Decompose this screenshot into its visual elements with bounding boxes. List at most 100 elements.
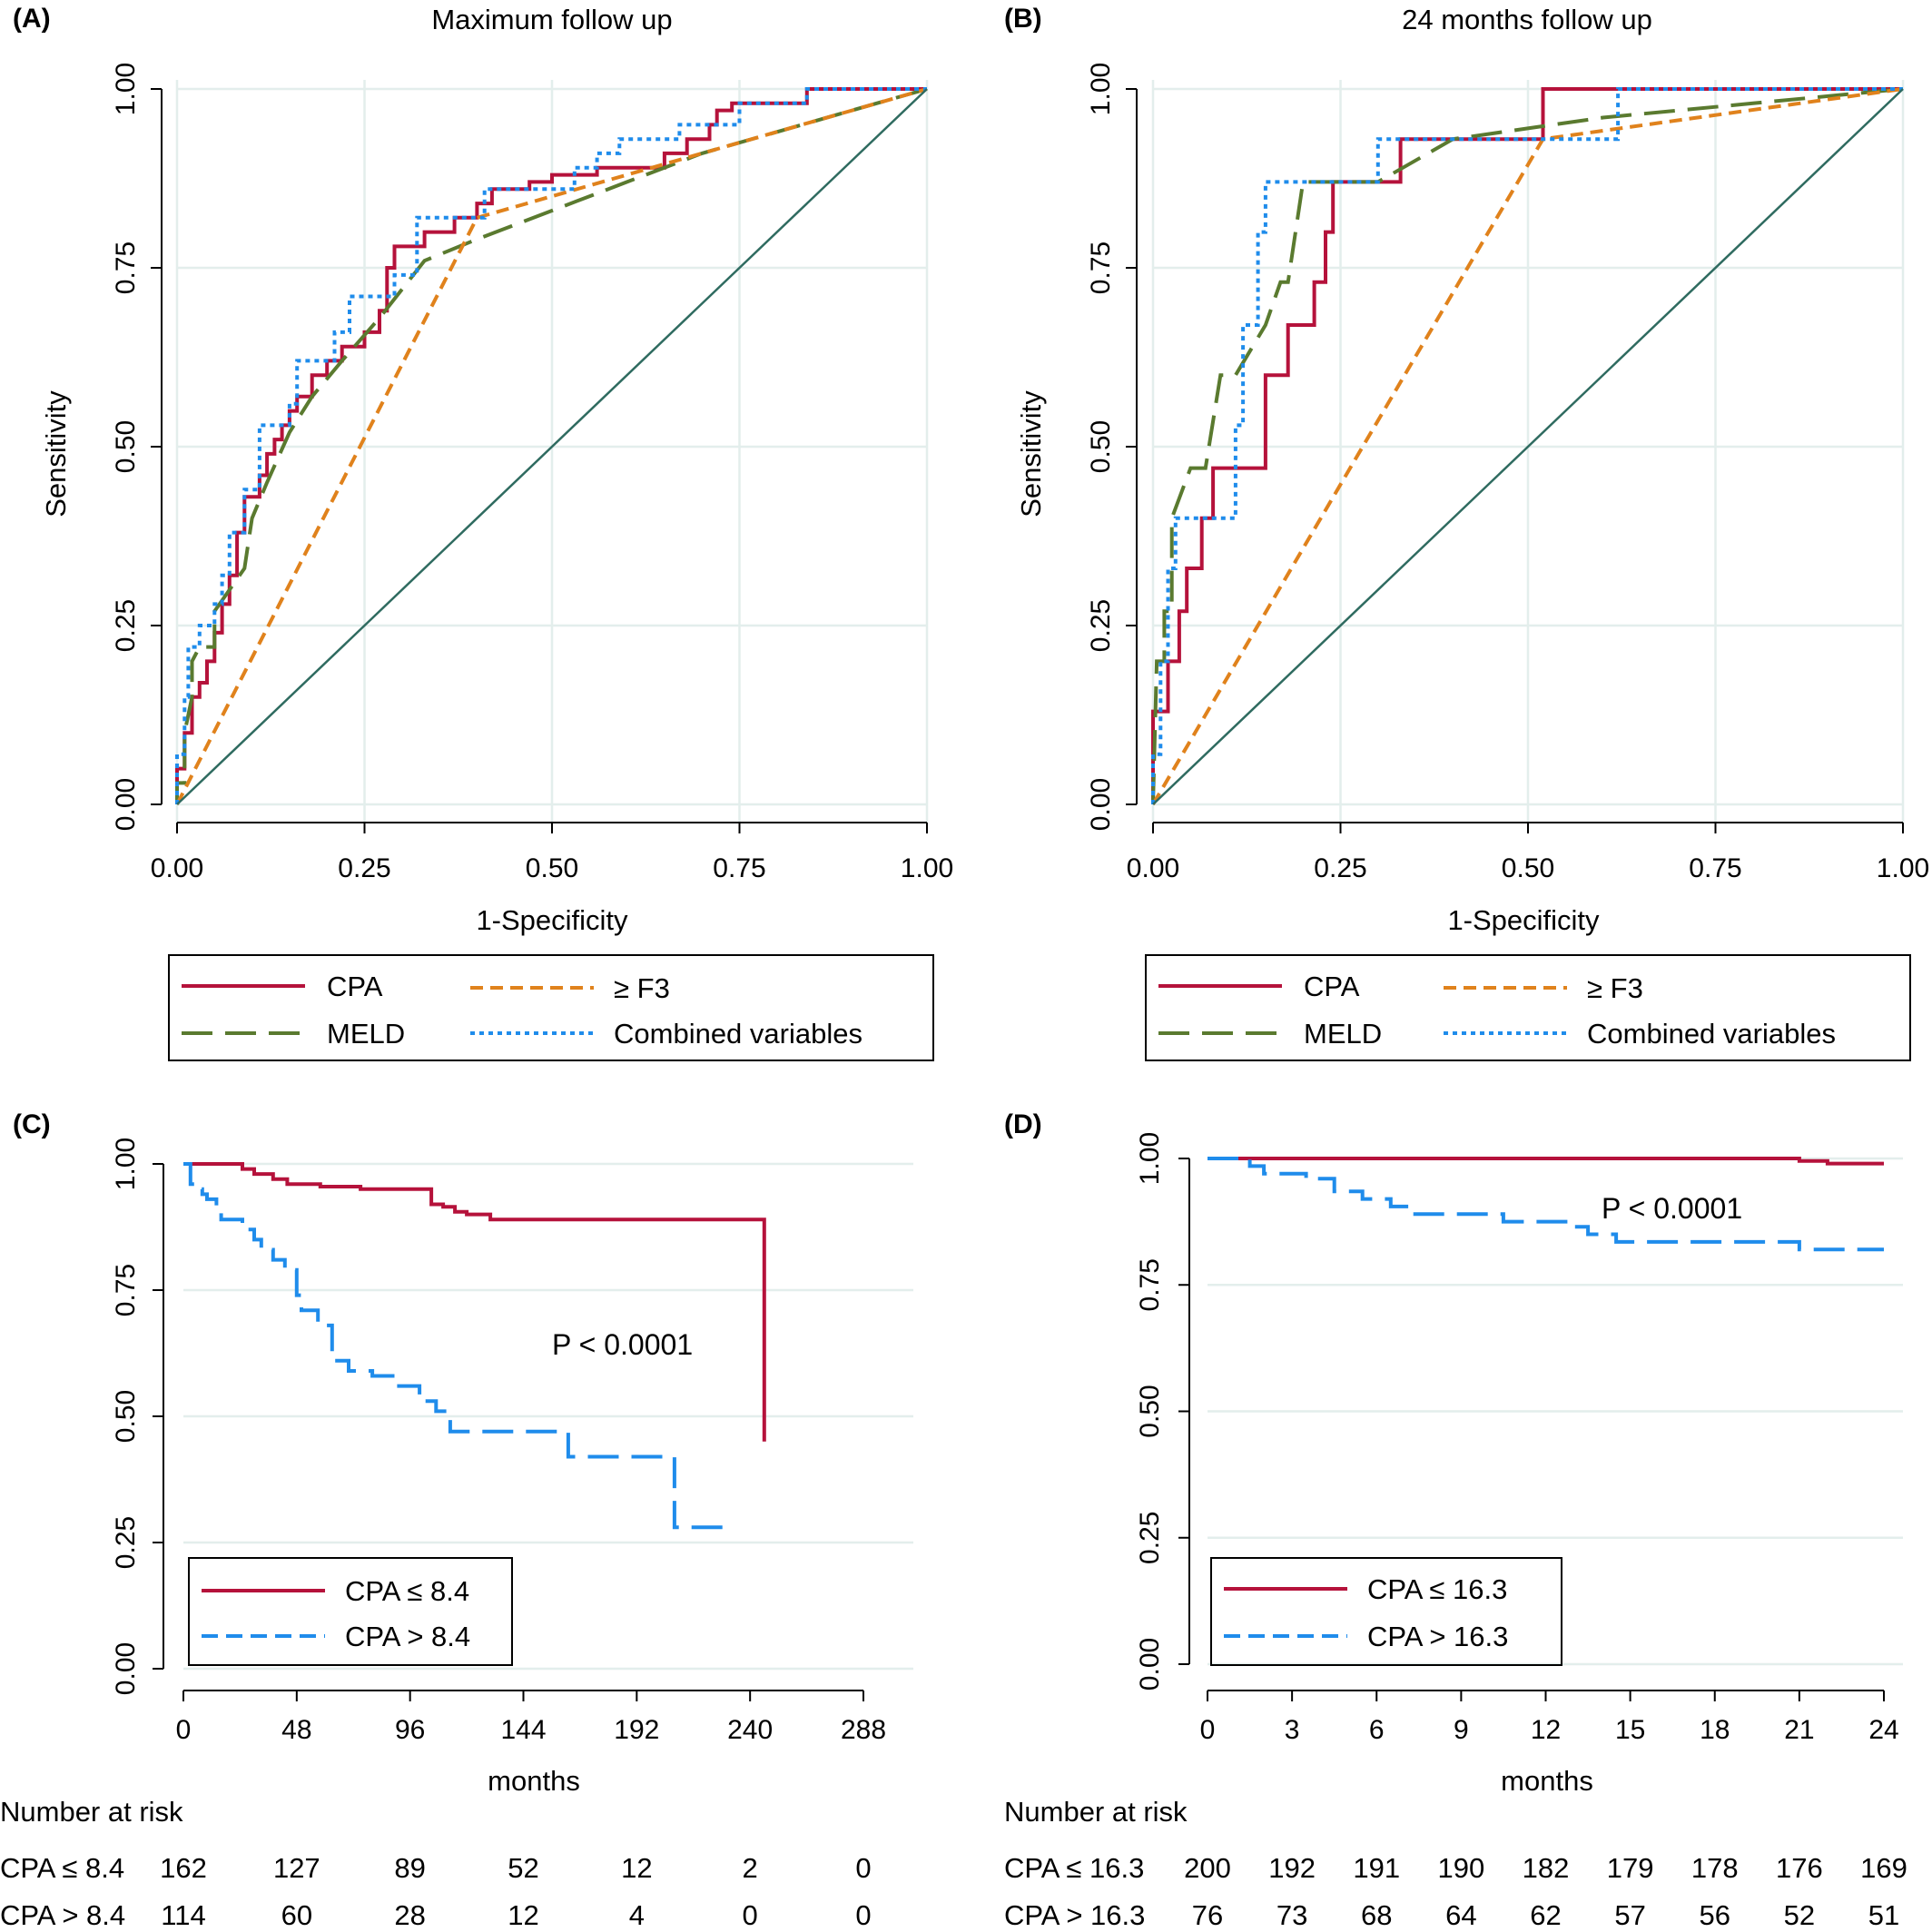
risk-value: 62 [1530, 1899, 1561, 1931]
x-tick-label: 96 [395, 1715, 425, 1745]
risk-row-label: CPA ≤ 8.4 [0, 1852, 124, 1884]
risk-value: 89 [394, 1852, 425, 1884]
panel-c-legend: CPA ≤ 8.4 CPA > 8.4 [188, 1557, 513, 1666]
risk-value: 64 [1445, 1899, 1476, 1931]
legend-label-combined: Combined variables [614, 1018, 862, 1050]
panel-d-pvalue: P < 0.0001 [1602, 1192, 1742, 1225]
series-line-combined-variables [1151, 87, 1903, 804]
panel-d-label: (D) [1004, 1109, 1042, 1139]
y-tick-label: 0.75 [111, 242, 141, 294]
y-tick-label: 0.50 [1086, 420, 1116, 473]
series-line-f3 [175, 87, 928, 805]
legend-box [168, 954, 934, 1061]
x-tick-label: 0.50 [526, 853, 578, 883]
panel-d-legend: CPA ≤ 16.3 CPA > 16.3 [1210, 1557, 1562, 1666]
risk-value: 200 [1184, 1852, 1231, 1884]
y-tick-label: 0.25 [111, 599, 141, 652]
y-tick-label: 0.50 [111, 1390, 141, 1443]
y-tick-label: 0.75 [111, 1264, 141, 1316]
legend-label-f3: ≥ F3 [614, 972, 670, 1004]
x-tick-label: 0.00 [151, 853, 203, 883]
risk-value: 4 [629, 1899, 645, 1931]
legend-box [188, 1557, 513, 1666]
x-tick-label: 21 [1784, 1715, 1814, 1745]
risk-value: 179 [1607, 1852, 1654, 1884]
x-tick-label: 1.00 [1877, 853, 1929, 883]
y-tick-label: 0.00 [111, 778, 141, 831]
x-tick-label: 0.75 [713, 853, 765, 883]
y-tick-label: 0.00 [111, 1642, 141, 1695]
y-tick-label: 0.50 [1135, 1385, 1165, 1437]
panel-a-label: (A) [13, 4, 51, 34]
legend-label-combined: Combined variables [1587, 1018, 1836, 1050]
x-tick-label: 144 [500, 1715, 546, 1745]
panel-b: (B) 24 months follow up Sensitivity 1-Sp… [1004, 4, 1929, 936]
risk-row-label: CPA > 8.4 [0, 1899, 125, 1931]
risk-value: 178 [1691, 1852, 1739, 1884]
y-tick-label: 1.00 [111, 63, 141, 115]
risk-row-label: CPA ≤ 16.3 [1004, 1852, 1144, 1884]
y-tick-label: 0.75 [1086, 242, 1116, 294]
panel-c-pvalue: P < 0.0001 [552, 1328, 693, 1361]
x-tick-label: 0.25 [338, 853, 390, 883]
x-tick-label: 1.00 [901, 853, 953, 883]
series-line-meld [175, 87, 928, 804]
x-tick-label: 288 [841, 1715, 886, 1745]
risk-table-title: Number at risk [0, 1796, 183, 1828]
risk-value: 73 [1276, 1899, 1307, 1931]
y-tick-label: 0.00 [1086, 778, 1116, 831]
x-tick-label: 0.00 [1127, 853, 1179, 883]
panel-a-xlabel: 1-Specificity [476, 904, 628, 936]
legend-label-low-cpa: CPA ≤ 16.3 [1367, 1573, 1507, 1605]
x-tick-label: 0.25 [1314, 853, 1366, 883]
x-tick-label: 24 [1868, 1715, 1898, 1745]
y-tick-label: 0.50 [111, 420, 141, 473]
risk-value: 28 [394, 1899, 425, 1931]
x-tick-label: 6 [1369, 1715, 1385, 1745]
y-tick-label: 0.00 [1135, 1638, 1165, 1690]
series-line-combined-variables [175, 87, 927, 804]
series-line-reference [1152, 88, 1904, 805]
series-line-reference [176, 88, 928, 805]
risk-table-d: Number at risk CPA ≤ 16.3 CPA > 16.3 200… [1004, 1796, 1907, 1931]
risk-value: 52 [1784, 1899, 1815, 1931]
risk-value: 190 [1438, 1852, 1485, 1884]
y-tick-label: 0.25 [111, 1516, 141, 1569]
x-tick-label: 0.50 [1502, 853, 1554, 883]
risk-value: 176 [1776, 1852, 1823, 1884]
risk-value: 169 [1860, 1852, 1907, 1884]
risk-value: 60 [281, 1899, 312, 1931]
x-tick-label: 0 [176, 1715, 192, 1745]
panel-d-xlabel: months [1501, 1765, 1593, 1797]
panel-c-xlabel: months [488, 1765, 580, 1797]
x-tick-label: 18 [1700, 1715, 1730, 1745]
x-tick-label: 3 [1285, 1715, 1300, 1745]
risk-value: 52 [508, 1852, 538, 1884]
panel-a-ylabel: Sensitivity [40, 390, 72, 518]
x-tick-label: 48 [281, 1715, 311, 1745]
legend-label-f3: ≥ F3 [1587, 972, 1643, 1004]
risk-value: 162 [160, 1852, 207, 1884]
legend-label-meld: MELD [1304, 1018, 1382, 1050]
legend-label-high-cpa: CPA > 8.4 [345, 1621, 470, 1652]
x-tick-label: 0 [1200, 1715, 1216, 1745]
risk-value: 57 [1614, 1899, 1645, 1931]
panel-b-legend: CPA ≥ F3 MELD Combined variables [1145, 954, 1911, 1061]
y-tick-label: 0.75 [1135, 1258, 1165, 1311]
risk-table-title: Number at risk [1004, 1796, 1188, 1828]
y-tick-label: 1.00 [111, 1138, 141, 1190]
risk-value: 182 [1523, 1852, 1570, 1884]
risk-value: 51 [1868, 1899, 1899, 1931]
panel-a-title: Maximum follow up [431, 4, 672, 35]
risk-value: 0 [855, 1899, 871, 1931]
legend-label-meld: MELD [327, 1018, 405, 1050]
x-tick-label: 192 [614, 1715, 659, 1745]
risk-value: 12 [508, 1899, 538, 1931]
x-tick-label: 0.75 [1689, 853, 1741, 883]
legend-box [1210, 1557, 1562, 1666]
y-tick-label: 1.00 [1086, 63, 1116, 115]
y-tick-label: 0.25 [1135, 1512, 1165, 1564]
x-tick-label: 240 [727, 1715, 773, 1745]
risk-value: 12 [621, 1852, 652, 1884]
